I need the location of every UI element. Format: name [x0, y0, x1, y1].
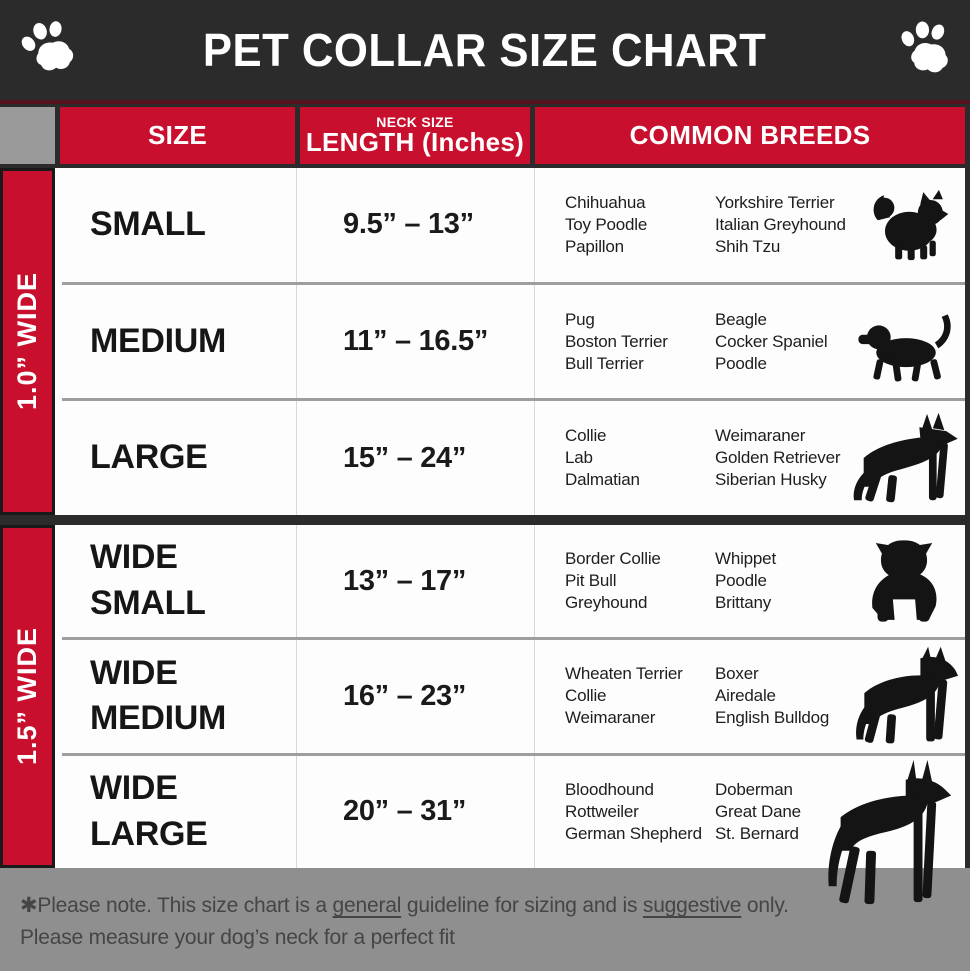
german-shepherd-dog-icon: [845, 410, 963, 506]
width-band-label: 1.0” WIDE: [12, 272, 42, 411]
size-rows: WIDE SMALL 13” – 17” Border Collie Pit Bul…: [62, 525, 965, 868]
breed-list-primary: Border Collie Pit Bull Greyhound: [565, 549, 661, 613]
footnote-line-1: ✱Please note. This size chart is a gener…: [20, 890, 952, 922]
breed-list-primary: Wheaten Terrier Collie Weimaraner: [565, 664, 683, 728]
breed-list-primary: Collie Lab Dalmatian: [565, 426, 640, 490]
length-value: 9.5” – 13”: [343, 208, 474, 241]
length-cell: 15” – 24”: [297, 401, 535, 516]
length-value: 20” – 31”: [343, 795, 467, 828]
width-band: 1.5” WIDE: [0, 525, 55, 868]
breed-list-primary: Bloodhound Rottweiler German Shepherd: [565, 779, 702, 843]
footnote-text: only.: [741, 894, 789, 917]
breed-list-secondary: Weimaraner Golden Retriever Siberian Hus…: [715, 426, 841, 490]
breeds-cell: Chihuahua Toy Poodle Papillon Yorkshire T…: [535, 168, 965, 282]
bulldog-dog-icon: [857, 534, 951, 628]
length-cell: 20” – 31”: [297, 755, 535, 868]
doberman-dog-icon: [809, 760, 961, 908]
breed-list-secondary: Yorkshire Terrier Italian Greyhound Shih…: [715, 192, 846, 256]
page-title: PET COLLAR SIZE CHART: [203, 24, 767, 76]
table-row: WIDE MEDIUM 16” – 23” Wheaten Terrier Coll…: [62, 637, 965, 753]
breeds-cell: Collie Lab Dalmatian Weimaraner Golden Re…: [535, 401, 965, 515]
section-divider: [0, 515, 965, 525]
header-cell-breeds: COMMON BREEDS: [535, 107, 965, 164]
breed-list-secondary: Beagle Cocker Spaniel Poodle: [715, 309, 828, 373]
size-rows: SMALL 9.5” – 13” Chihuahua Toy Poodle Papi…: [62, 168, 965, 516]
footnote-text: Please note. This size chart is a: [37, 894, 333, 917]
size-label: MEDIUM: [90, 321, 227, 360]
size-column-header: SIZE: [148, 119, 207, 150]
beagle-dog-icon: [855, 300, 957, 384]
header-cell-length: NECK SIZE LENGTH (Inches): [300, 107, 530, 164]
pomeranian-dog-icon: [867, 185, 953, 265]
breed-list-primary: Pug Boston Terrier Bull Terrier: [565, 309, 668, 373]
corner-cell: [0, 107, 55, 164]
size-cell: WIDE SMALL: [62, 525, 297, 638]
table-row: SMALL 9.5” – 13” Chihuahua Toy Poodle Papi…: [62, 168, 965, 282]
asterisk: ✱: [20, 894, 38, 917]
breeds-column-header: COMMON BREEDS: [629, 119, 871, 150]
length-cell: 13” – 17”: [297, 525, 535, 638]
breeds-cell: Bloodhound Rottweiler German Shepherd Dob…: [535, 756, 965, 868]
length-value: 15” – 24”: [343, 441, 467, 474]
length-value: 13” – 17”: [343, 564, 467, 597]
length-cell: 11” – 16.5”: [297, 284, 535, 399]
pit-bull-dog-icon: [845, 646, 961, 746]
size-cell: MEDIUM: [62, 284, 297, 399]
size-label: LARGE: [90, 438, 208, 477]
table-row: WIDE SMALL 13” – 17” Border Collie Pit Bul…: [62, 525, 965, 638]
neck-size-label: NECK SIZE: [376, 113, 454, 130]
footnote-underlined-word: suggestive: [642, 894, 742, 917]
width-section-1: 1.0” WIDE SMALL 9.5” – 13” Chihuahua Toy Po…: [0, 168, 965, 516]
length-value: 16” – 23”: [343, 679, 467, 712]
width-band-label: 1.5” WIDE: [12, 627, 42, 766]
breed-list-secondary: Boxer Airedale English Bulldog: [715, 664, 830, 728]
header-cell-size: SIZE: [60, 107, 295, 164]
length-value: 11” – 16.5”: [343, 325, 489, 357]
size-label: SMALL: [90, 204, 206, 243]
title-bar: PET COLLAR SIZE CHART: [0, 0, 970, 100]
width-section-2: 1.5” WIDE WIDE SMALL 13” – 17” Border Colli…: [0, 525, 965, 868]
width-rail: 1.5” WIDE: [0, 525, 62, 868]
breed-list-secondary: Whippet Poodle Brittany: [715, 549, 776, 613]
breeds-cell: Border Collie Pit Bull Greyhound Whippet …: [535, 525, 965, 637]
paw-icon: [12, 12, 82, 80]
length-cell: 16” – 23”: [297, 640, 535, 753]
breed-list-secondary: Doberman Great Dane St. Bernard: [715, 779, 801, 843]
table-header-row: SIZE NECK SIZE LENGTH (Inches) COMMON BR…: [0, 100, 970, 168]
footnote-text: guideline for sizing and is: [401, 894, 643, 917]
width-band: 1.0” WIDE: [0, 168, 55, 515]
breed-list-primary: Chihuahua Toy Poodle Papillon: [565, 192, 648, 256]
size-cell: SMALL: [62, 168, 297, 282]
footnote-underlined-word: general: [332, 894, 402, 917]
footnote-line-2: Please measure your dog’s neck for a per…: [20, 926, 455, 949]
table-row: LARGE 15” – 24” Collie Lab Dalmatian Weimar…: [62, 398, 965, 516]
table-body: 1.0” WIDE SMALL 9.5” – 13” Chihuahua Toy Po…: [0, 168, 970, 868]
size-label: WIDE SMALL: [90, 538, 206, 623]
width-rail: 1.0” WIDE: [0, 168, 62, 515]
length-column-header: LENGTH (Inches): [305, 127, 525, 158]
breeds-cell: Pug Boston Terrier Bull Terrier Beagle Co…: [535, 285, 965, 399]
size-cell: WIDE MEDIUM: [62, 640, 297, 753]
size-label: WIDE LARGE: [90, 768, 208, 853]
size-cell: WIDE LARGE: [62, 755, 297, 868]
table-row: MEDIUM 11” – 16.5” Pug Boston Terrier Bull…: [62, 281, 965, 399]
footnote: ✱Please note. This size chart is a gener…: [0, 868, 970, 971]
size-label: WIDE MEDIUM: [90, 653, 227, 738]
paw-icon: [890, 12, 960, 80]
breeds-cell: Wheaten Terrier Collie Weimaraner Boxer A…: [535, 640, 965, 752]
length-cell: 9.5” – 13”: [297, 168, 535, 282]
size-cell: LARGE: [62, 401, 297, 516]
table-row: WIDE LARGE 20” – 31” Bloodhound Rottweiler…: [62, 752, 965, 868]
